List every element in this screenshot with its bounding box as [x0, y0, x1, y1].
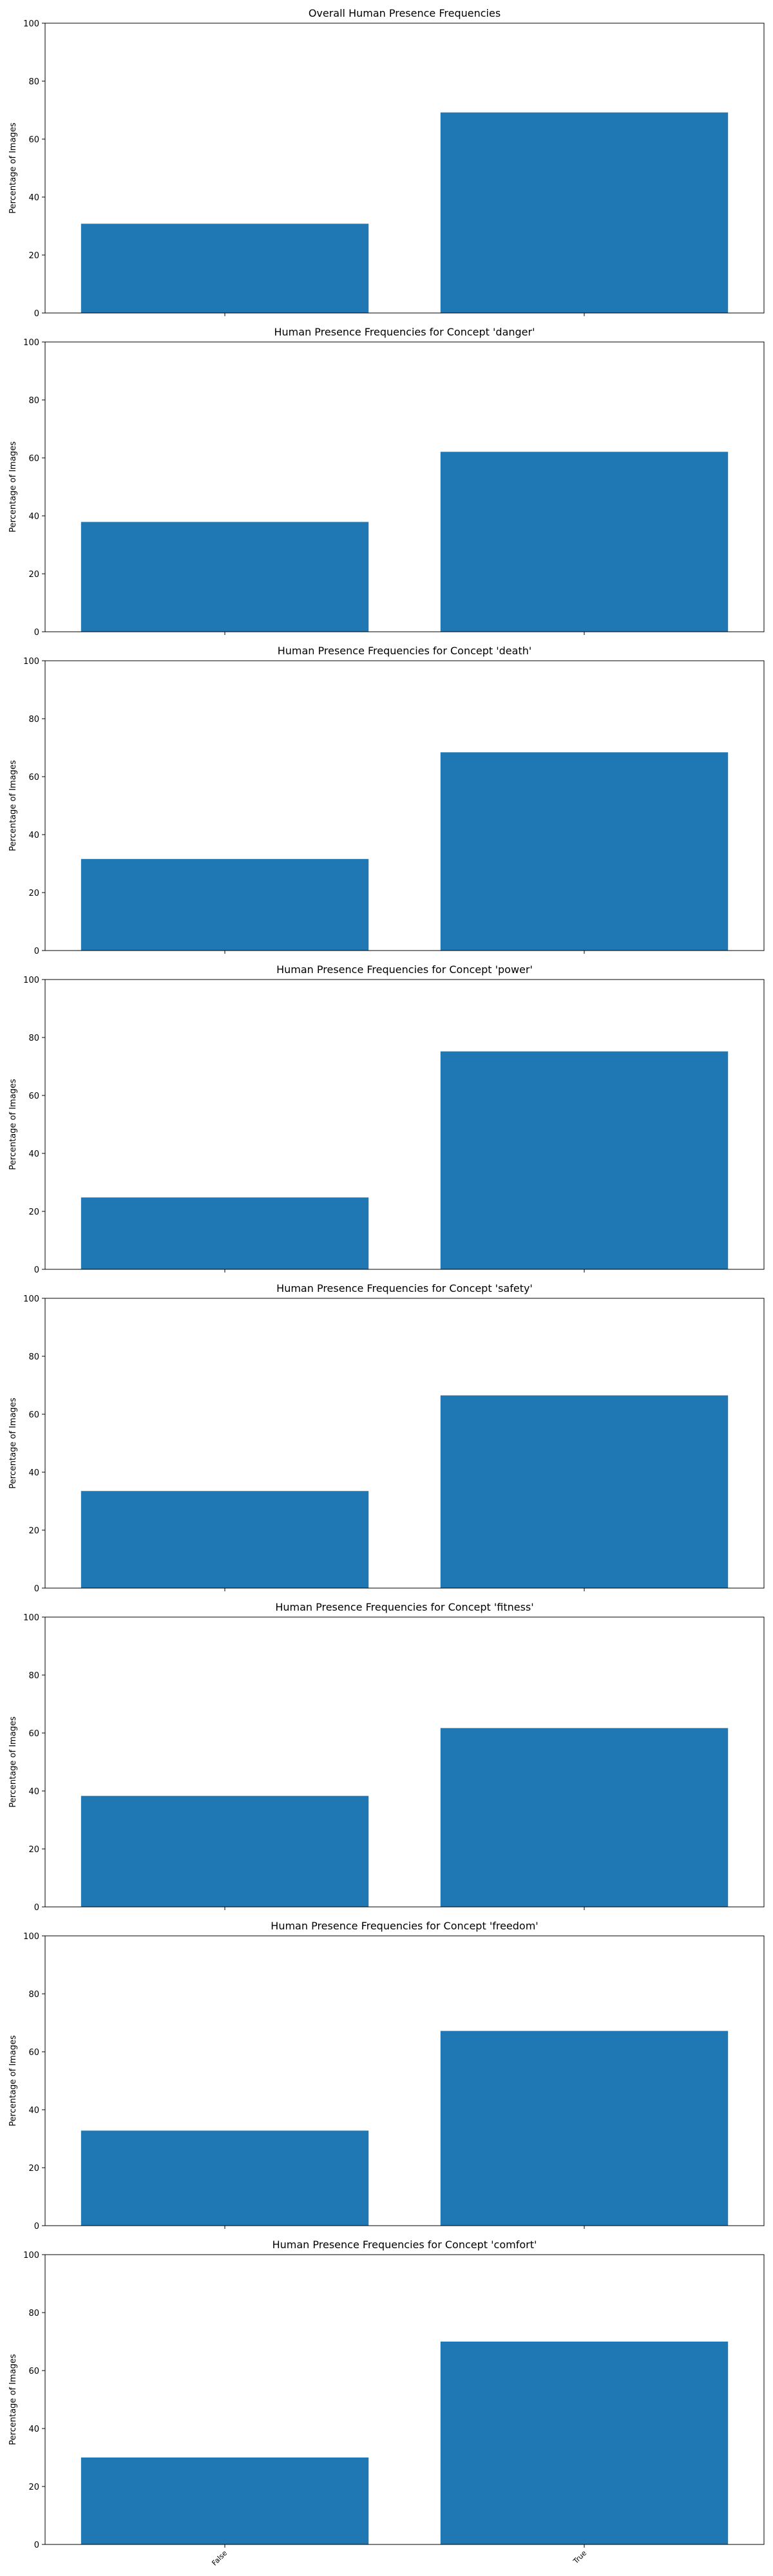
- y-axis-label: Percentage of Images: [8, 2354, 18, 2445]
- bar-false: [81, 2458, 369, 2544]
- y-tick-label: 40: [28, 1150, 39, 1159]
- y-tick-label: 0: [34, 947, 39, 956]
- y-axis-label: Percentage of Images: [8, 122, 18, 214]
- axes-frame: [44, 979, 765, 1270]
- y-tick-label: 0: [34, 2541, 39, 2550]
- y-tick-label: 20: [28, 1526, 39, 1536]
- bar-true: [440, 752, 729, 951]
- bar-false: [81, 223, 369, 313]
- y-tick-label: 100: [23, 1294, 39, 1304]
- y-tick-label: 20: [28, 251, 39, 261]
- axes-frame: [44, 341, 765, 632]
- y-tick-label: 40: [28, 1787, 39, 1797]
- y-tick-label: 20: [28, 2483, 39, 2492]
- y-tick-label: 0: [34, 1584, 39, 1594]
- chart-title: Human Presence Frequencies for Concept '…: [271, 1920, 538, 1932]
- y-tick-label: 40: [28, 2106, 39, 2116]
- y-axis-label: Percentage of Images: [8, 1397, 18, 1489]
- chart-title: Human Presence Frequencies for Concept '…: [276, 963, 533, 976]
- y-tick-label: 100: [23, 1613, 39, 1623]
- bar-true: [440, 1728, 729, 1907]
- axes-frame: [44, 660, 765, 951]
- y-tick-label: 60: [28, 1092, 39, 1101]
- y-tick-label: 0: [34, 628, 39, 638]
- y-tick-label: 40: [28, 1468, 39, 1478]
- chart-title: Human Presence Frequencies for Concept '…: [278, 645, 532, 657]
- x-tick-label: True: [571, 2549, 589, 2566]
- bar-false: [81, 1197, 369, 1269]
- y-tick-label: 60: [28, 454, 39, 464]
- chart-title: Human Presence Frequencies for Concept '…: [276, 1282, 533, 1294]
- chart-title: Overall Human Presence Frequencies: [309, 7, 501, 19]
- y-tick-label: 80: [28, 1352, 39, 1362]
- y-tick-label: 100: [23, 19, 39, 29]
- bar-true: [440, 1051, 729, 1269]
- y-tick-label: 0: [34, 1265, 39, 1275]
- x-tick-label: False: [210, 2549, 229, 2568]
- y-axis-label: Percentage of Images: [8, 1716, 18, 1808]
- y-tick-label: 20: [28, 2164, 39, 2174]
- y-tick-label: 0: [34, 2222, 39, 2231]
- y-tick-label: 100: [23, 1932, 39, 1942]
- axes-frame: [44, 1935, 765, 2226]
- y-tick-label: 60: [28, 2048, 39, 2058]
- bar-true: [440, 2342, 729, 2544]
- y-tick-label: 20: [28, 1845, 39, 1855]
- y-tick-label: 20: [28, 570, 39, 580]
- bar-true: [440, 112, 729, 313]
- y-tick-label: 40: [28, 512, 39, 522]
- chart-title: Human Presence Frequencies for Concept '…: [275, 1601, 533, 1613]
- bar-true: [440, 451, 729, 632]
- y-axis-label: Percentage of Images: [8, 441, 18, 533]
- y-tick-label: 80: [28, 2309, 39, 2318]
- y-tick-label: 80: [28, 1671, 39, 1681]
- y-tick-label: 0: [34, 1903, 39, 1913]
- y-tick-label: 0: [34, 309, 39, 319]
- y-tick-label: 60: [28, 135, 39, 145]
- chart-title: Human Presence Frequencies for Concept '…: [274, 326, 535, 338]
- bar-false: [81, 1795, 369, 1907]
- y-tick-label: 80: [28, 1990, 39, 2000]
- bar-false: [81, 2130, 369, 2226]
- y-tick-label: 100: [23, 657, 39, 667]
- y-tick-label: 60: [28, 1729, 39, 1739]
- y-axis-label: Percentage of Images: [8, 1079, 18, 1170]
- y-tick-label: 40: [28, 193, 39, 203]
- axes-frame: [44, 1298, 765, 1589]
- y-axis-label: Percentage of Images: [8, 760, 18, 851]
- y-tick-label: 60: [28, 1410, 39, 1420]
- bar-true: [440, 1395, 729, 1588]
- y-tick-label: 60: [28, 773, 39, 782]
- y-tick-label: 80: [28, 77, 39, 87]
- y-tick-label: 100: [23, 976, 39, 985]
- y-tick-label: 20: [28, 889, 39, 898]
- y-tick-label: 20: [28, 1208, 39, 1217]
- y-tick-label: 80: [28, 1034, 39, 1043]
- y-tick-label: 80: [28, 715, 39, 724]
- axes-frame: [44, 23, 765, 314]
- chart-title: Human Presence Frequencies for Concept '…: [272, 2239, 537, 2251]
- y-tick-label: 100: [23, 338, 39, 348]
- bar-false: [81, 858, 369, 951]
- axes-frame: [44, 1616, 765, 1908]
- y-axis-label: Percentage of Images: [8, 2035, 18, 2126]
- bar-false: [81, 522, 369, 632]
- axes-frame: [44, 2254, 765, 2545]
- y-tick-label: 40: [28, 831, 39, 840]
- bar-true: [440, 2031, 729, 2226]
- y-tick-label: 40: [28, 2425, 39, 2434]
- y-tick-label: 100: [23, 2251, 39, 2260]
- y-tick-label: 80: [28, 396, 39, 406]
- y-tick-label: 60: [28, 2367, 39, 2376]
- bar-false: [81, 1491, 369, 1588]
